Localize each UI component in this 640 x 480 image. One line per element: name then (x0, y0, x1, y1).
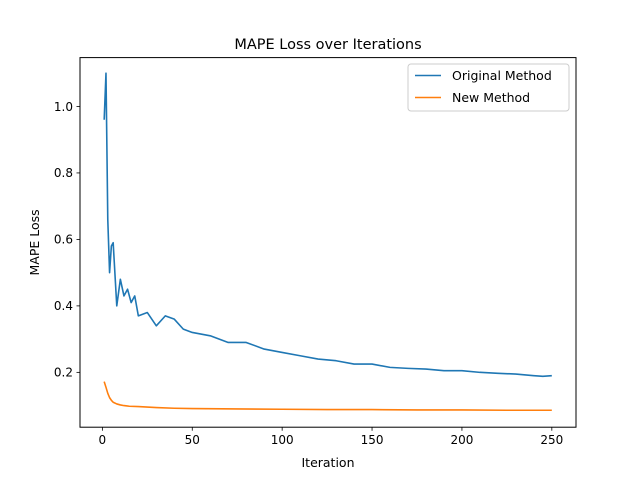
plot-lines (103, 72, 552, 412)
x-axis-ticks: 0 50 100 150 200 250 (99, 427, 563, 447)
x-tick-label: 50 (185, 433, 200, 447)
y-tick-label: 0.8 (54, 166, 73, 180)
x-tick-label: 250 (540, 433, 563, 447)
x-tick-label: 0 (99, 433, 107, 447)
plot-frame (79, 57, 577, 428)
y-tick-label: 0.6 (54, 233, 73, 247)
series-line-0 (103, 72, 552, 378)
x-tick-label: 150 (361, 433, 384, 447)
y-axis-label: MAPE Loss (27, 209, 42, 275)
x-tick-label: 100 (271, 433, 294, 447)
legend-label-new: New Method (452, 90, 530, 105)
y-tick-label: 0.2 (54, 366, 73, 380)
y-tick-label: 1.0 (54, 100, 73, 114)
legend: Original Method New Method (407, 63, 570, 112)
legend-label-original: Original Method (452, 68, 552, 83)
y-axis-ticks: 0.2 0.4 0.6 0.8 1.0 (54, 100, 80, 380)
y-tick-label: 0.4 (54, 299, 73, 313)
x-tick-label: 200 (450, 433, 473, 447)
chart-title: MAPE Loss over Iterations (234, 37, 421, 53)
series-line-1 (103, 381, 552, 412)
x-axis-label: Iteration (301, 455, 354, 470)
legend-box (407, 63, 570, 112)
